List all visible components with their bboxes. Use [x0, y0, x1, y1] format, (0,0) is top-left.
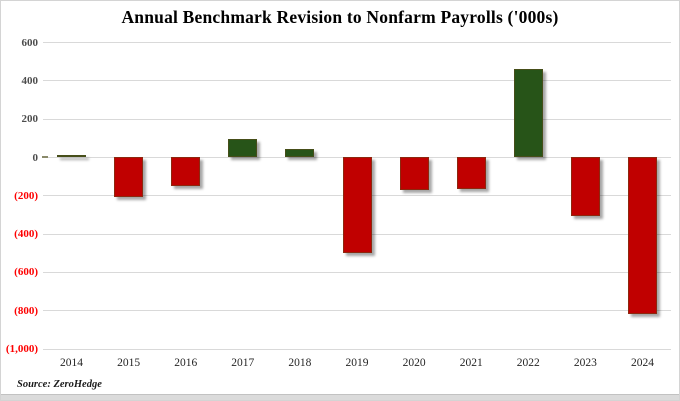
gridline-600: [43, 42, 671, 44]
bar-2024: [628, 157, 657, 314]
bar-2016: [171, 157, 201, 186]
bar-2015: [114, 157, 144, 197]
source-credit: Source: ZeroHedge: [17, 379, 102, 390]
y-tick-label--400: (400): [14, 228, 38, 241]
zero-axis-tick: [42, 156, 48, 158]
x-tick-label-2017: 2017: [231, 357, 255, 369]
x-tick-label-2022: 2022: [516, 357, 540, 369]
y-tick-label-600: 600: [21, 36, 39, 49]
y-tick-label--600: (600): [14, 266, 38, 279]
gridline--800: [43, 310, 671, 312]
x-tick-label-2020: 2020: [402, 357, 426, 369]
gridline--600: [43, 271, 671, 273]
y-tick-label-200: 200: [21, 113, 39, 126]
gridline-400: [43, 80, 671, 82]
y-tick-label--1000: (1,000): [5, 343, 38, 356]
y-tick-label--200: (200): [14, 189, 38, 202]
bar-2017: [228, 138, 258, 157]
x-tick-label-2016: 2016: [174, 357, 198, 369]
x-tick-label-2024: 2024: [631, 357, 654, 369]
chart-title: Annual Benchmark Revision to Nonfarm Pay…: [121, 7, 559, 27]
gridline-200: [43, 118, 671, 120]
x-tick-label-2014: 2014: [60, 357, 83, 369]
x-tick-label-2021: 2021: [459, 357, 483, 369]
y-tick-label--800: (800): [14, 304, 38, 317]
bar-2018: [285, 148, 315, 157]
bar-2014: [57, 155, 86, 157]
gridline--1000: [43, 348, 671, 350]
x-tick-label-2019: 2019: [345, 357, 369, 369]
x-tick-label-2018: 2018: [288, 357, 312, 369]
y-tick-label-0: 0: [32, 151, 39, 164]
bar-2021: [456, 157, 486, 189]
bar-2019: [342, 157, 372, 253]
x-tick-label-2015: 2015: [117, 357, 141, 369]
bar-2022: [513, 68, 543, 157]
bar-2020: [399, 157, 429, 191]
x-tick-label-2023: 2023: [573, 357, 597, 369]
bar-2023: [570, 157, 600, 216]
y-tick-label-400: 400: [21, 74, 39, 87]
bottom-border-strip: [1, 394, 679, 400]
